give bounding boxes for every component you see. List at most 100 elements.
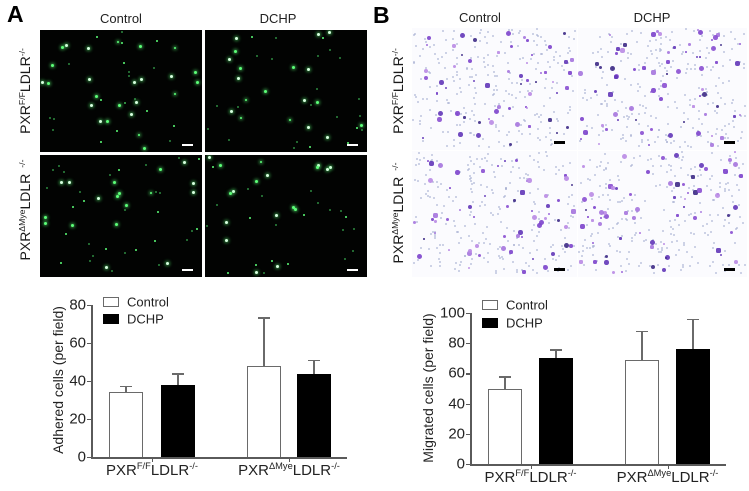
error-bar-cap xyxy=(308,360,320,362)
cell-dot xyxy=(536,223,542,229)
cell-dot xyxy=(729,154,732,157)
cell-dot xyxy=(412,62,415,65)
cell-dot xyxy=(604,260,610,266)
cell-dot xyxy=(566,111,569,114)
cell-dot xyxy=(621,199,624,202)
cell-dot xyxy=(52,129,55,132)
error-bar-cap xyxy=(636,331,648,333)
cell-dot xyxy=(570,57,575,62)
cell-dot xyxy=(660,249,663,252)
cell-dot xyxy=(673,233,676,236)
cell-dot xyxy=(556,218,560,222)
cell-dot xyxy=(303,99,307,103)
cell-dot xyxy=(422,48,425,51)
cell-dot xyxy=(555,50,558,53)
cell-dot xyxy=(455,170,461,176)
cell-dot xyxy=(522,56,525,59)
cell-dot xyxy=(473,87,476,90)
cell-dot xyxy=(608,183,614,189)
cell-dot xyxy=(504,90,507,93)
cell-dot xyxy=(436,100,439,103)
micrograph-a-dchp-pxr-ff xyxy=(205,30,367,152)
cell-dot xyxy=(476,132,482,138)
cell-dot xyxy=(696,262,699,265)
cell-dot xyxy=(674,219,677,222)
cell-dot xyxy=(635,211,638,214)
cell-dot xyxy=(605,167,608,170)
cell-dot xyxy=(625,106,628,109)
cell-dot xyxy=(598,222,603,227)
cell-dot xyxy=(640,140,643,143)
cell-dot xyxy=(632,67,636,71)
cell-dot xyxy=(444,39,447,42)
micrograph-a-control-pxr-ff xyxy=(40,30,202,152)
cell-dot xyxy=(492,191,495,194)
cell-dot xyxy=(328,166,332,170)
cell-dot xyxy=(254,270,258,274)
cell-dot xyxy=(154,190,157,193)
legend-label-dchp: DCHP xyxy=(127,311,164,327)
cell-dot xyxy=(327,30,331,34)
cell-dot xyxy=(453,30,456,33)
cell-dot xyxy=(359,123,363,127)
cell-dot xyxy=(656,248,659,251)
cell-dot xyxy=(564,237,567,240)
cell-dot xyxy=(505,188,508,191)
cell-dot xyxy=(741,221,744,224)
cell-dot xyxy=(621,270,624,273)
cell-dot xyxy=(725,182,728,185)
cell-dot xyxy=(435,91,438,94)
cell-dot xyxy=(494,74,497,77)
cell-dot xyxy=(488,242,491,245)
cell-dot xyxy=(508,77,511,80)
cell-dot xyxy=(481,200,483,203)
cell-dot xyxy=(457,270,460,273)
cell-dot xyxy=(713,199,716,202)
cell-dot xyxy=(527,177,533,183)
cell-dot xyxy=(645,238,648,241)
cell-dot xyxy=(529,154,532,157)
cell-dot xyxy=(743,115,746,118)
cell-dot xyxy=(619,42,622,45)
cell-dot xyxy=(606,105,609,108)
cell-dot xyxy=(701,35,704,38)
cell-dot xyxy=(487,118,490,121)
cell-dot xyxy=(510,28,513,31)
cell-dot xyxy=(612,112,618,118)
cell-dot xyxy=(549,131,552,134)
cell-dot xyxy=(632,156,635,159)
cell-dot xyxy=(492,94,495,97)
cell-dot xyxy=(537,211,540,214)
cell-dot xyxy=(445,188,448,191)
cell-dot xyxy=(589,192,595,198)
cell-dot xyxy=(659,48,662,51)
cell-dot xyxy=(538,151,541,154)
cell-dot xyxy=(670,168,673,171)
cell-dot xyxy=(437,116,443,122)
cell-dot xyxy=(316,87,319,90)
cell-dot xyxy=(474,120,477,123)
cell-dot xyxy=(509,181,512,184)
cell-dot xyxy=(115,194,119,198)
cell-dot xyxy=(475,74,478,77)
cell-dot xyxy=(121,31,124,33)
cell-dot xyxy=(479,28,482,31)
cell-dot xyxy=(622,196,625,199)
cell-dot xyxy=(582,96,585,99)
cell-dot xyxy=(699,134,702,137)
cell-dot xyxy=(425,98,428,101)
cell-dot xyxy=(616,236,619,239)
cell-dot xyxy=(468,266,471,269)
cell-dot xyxy=(316,100,320,104)
cell-dot xyxy=(545,204,550,209)
cell-dot xyxy=(536,35,539,38)
cell-dot xyxy=(498,141,501,143)
panel-a-column-dchp: DCHP xyxy=(259,11,297,26)
cell-dot xyxy=(731,102,734,105)
cell-dot xyxy=(415,45,418,48)
cell-dot xyxy=(659,184,662,187)
cell-dot xyxy=(734,174,737,177)
cell-dot xyxy=(679,167,682,170)
bar-dchp xyxy=(539,358,573,464)
cell-dot xyxy=(658,62,661,65)
